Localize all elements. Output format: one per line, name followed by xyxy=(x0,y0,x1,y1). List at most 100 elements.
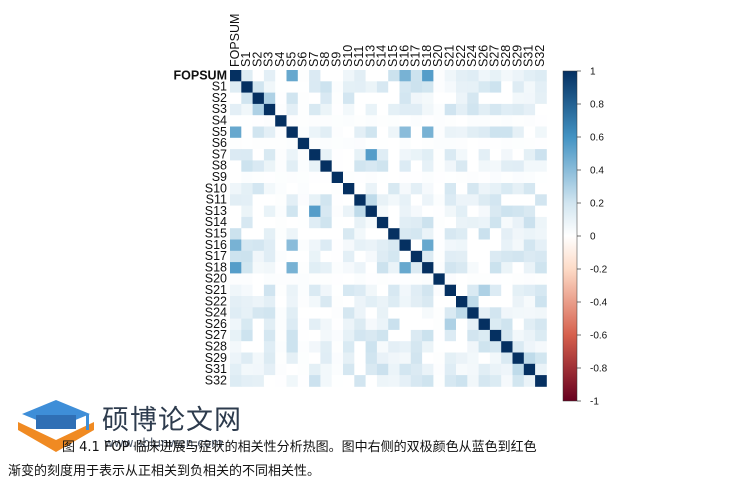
heatmap-cell xyxy=(241,329,253,342)
heatmap-cell xyxy=(535,307,547,319)
heatmap-cell xyxy=(354,307,366,319)
heatmap-cell xyxy=(433,352,446,365)
heatmap-cell xyxy=(444,296,457,308)
heatmap-cell xyxy=(263,92,276,105)
heatmap-cell xyxy=(365,375,378,387)
heatmap-cell xyxy=(286,341,299,353)
heatmap-cell xyxy=(467,216,479,229)
heatmap-cell xyxy=(331,363,344,376)
heatmap-cell xyxy=(523,183,536,195)
heatmap-cell xyxy=(309,194,321,206)
heatmap-cell xyxy=(501,363,513,376)
heatmap-cell xyxy=(252,216,265,229)
heatmap-cell xyxy=(343,92,355,105)
heatmap-cell xyxy=(422,137,434,150)
heatmap-cell xyxy=(501,137,513,150)
heatmap-cell xyxy=(433,216,446,229)
row-label: S26 xyxy=(205,317,227,331)
heatmap-cell xyxy=(343,363,355,376)
heatmap-cell xyxy=(320,137,333,150)
column-labels: FOPSUMS1S2S3S4S5S6S7S8S9S10S11S13S14S15S… xyxy=(228,14,547,67)
heatmap-cell xyxy=(512,183,525,195)
heatmap-cell xyxy=(422,262,434,274)
heatmap-cell xyxy=(456,171,468,184)
heatmap-cell xyxy=(343,284,355,297)
heatmap-cell xyxy=(230,115,242,127)
heatmap-cell xyxy=(263,296,276,308)
heatmap-cell xyxy=(343,318,355,331)
heatmap-cell xyxy=(410,149,423,161)
heatmap-cell xyxy=(309,183,321,195)
heatmap-cell xyxy=(388,262,400,274)
heatmap-cell xyxy=(399,126,412,139)
heatmap-cell xyxy=(489,307,502,319)
heatmap-cell xyxy=(523,262,536,274)
heatmap-cell xyxy=(286,307,299,319)
heatmap-cell xyxy=(309,205,321,218)
heatmap-cell xyxy=(343,149,355,161)
heatmap-cell xyxy=(297,284,310,297)
heatmap-cell xyxy=(388,70,400,82)
heatmap-cell xyxy=(410,183,423,195)
heatmap-cell xyxy=(320,126,333,139)
heatmap-cell xyxy=(320,70,333,82)
heatmap-cell xyxy=(230,341,242,353)
heatmap-cell xyxy=(388,81,400,93)
heatmap-cell xyxy=(388,183,400,195)
heatmap-cell xyxy=(388,171,400,184)
heatmap-cell xyxy=(444,375,457,387)
heatmap-cell xyxy=(512,81,525,93)
column-label: S8 xyxy=(318,52,332,67)
heatmap-cell xyxy=(365,329,378,342)
heatmap-cell xyxy=(467,352,479,365)
heatmap-cell xyxy=(535,262,547,274)
heatmap-cell xyxy=(241,262,253,274)
heatmap-cell xyxy=(252,149,265,161)
heatmap-cell xyxy=(523,171,536,184)
heatmap-cell xyxy=(399,375,412,387)
column-label: S27 xyxy=(488,45,502,67)
heatmap-cell xyxy=(444,318,457,331)
row-label: S29 xyxy=(205,351,227,365)
heatmap-cell xyxy=(286,216,299,229)
heatmap-cell xyxy=(297,239,310,252)
heatmap-cell xyxy=(365,250,378,263)
heatmap-cell xyxy=(501,296,513,308)
heatmap-cell xyxy=(535,160,547,173)
heatmap-cell xyxy=(523,92,536,105)
heatmap-cell xyxy=(320,352,333,365)
heatmap-cell xyxy=(309,318,321,331)
heatmap-cell xyxy=(309,352,321,365)
heatmap-cell xyxy=(433,171,446,184)
heatmap-cell xyxy=(354,92,366,105)
heatmap-cell xyxy=(241,137,253,150)
heatmap-cell xyxy=(343,352,355,365)
heatmap-cell xyxy=(489,352,502,365)
heatmap-cell xyxy=(365,160,378,173)
heatmap-cell xyxy=(354,171,366,184)
heatmap-cell xyxy=(354,126,366,139)
heatmap-cell xyxy=(489,239,502,252)
column-label: S6 xyxy=(296,52,310,67)
heatmap-cell xyxy=(523,103,536,116)
heatmap-cell xyxy=(444,262,457,274)
heatmap-cell xyxy=(365,262,378,274)
heatmap-cell xyxy=(388,115,400,127)
heatmap-cell xyxy=(297,205,310,218)
heatmap-cell xyxy=(354,228,366,240)
heatmap-cell xyxy=(512,329,525,342)
heatmap-cell xyxy=(297,228,310,240)
heatmap-cell xyxy=(456,296,468,308)
heatmap-cell xyxy=(365,183,378,195)
graduation-cap-logo-icon xyxy=(18,400,94,452)
heatmap-cell xyxy=(456,352,468,365)
heatmap-cell xyxy=(433,126,446,139)
row-label: S13 xyxy=(205,204,227,218)
heatmap-cell xyxy=(286,115,299,127)
heatmap-cell xyxy=(252,137,265,150)
heatmap-cell xyxy=(275,137,287,150)
heatmap-cell xyxy=(388,239,400,252)
heatmap-cell xyxy=(388,318,400,331)
heatmap-cell xyxy=(297,352,310,365)
heatmap-cell xyxy=(388,194,400,206)
